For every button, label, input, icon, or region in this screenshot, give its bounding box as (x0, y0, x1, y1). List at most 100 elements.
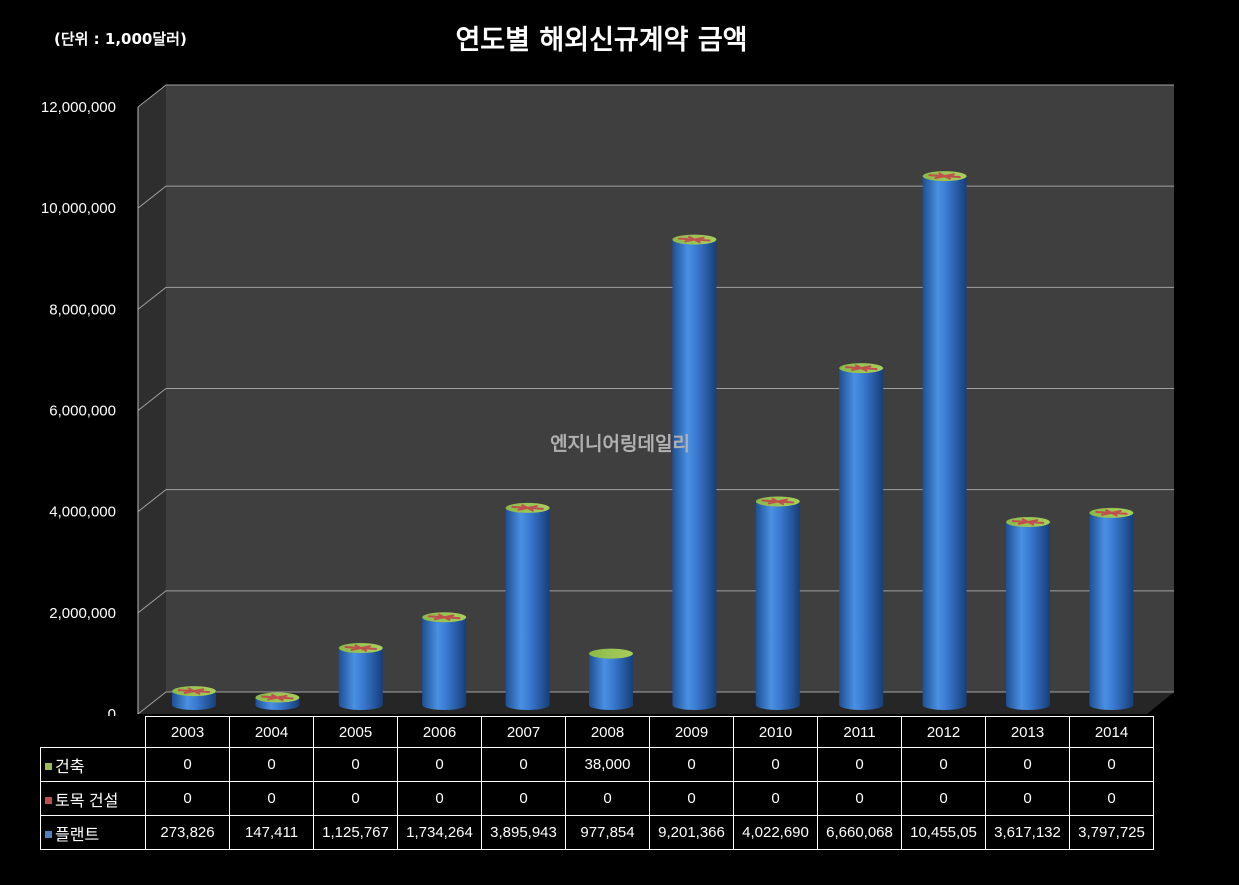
bars (172, 171, 1134, 710)
y-tick-label: 2,000,000 (49, 605, 116, 622)
x-tick-label: 2009 (649, 716, 734, 748)
floor (138, 692, 1174, 714)
bar-2010 (755, 496, 800, 710)
data-label: 0 (985, 781, 1070, 816)
table-row: 건축 0 0 0 0 0 38,000 0 0 0 0 0 0 (40, 747, 1154, 782)
data-label: 0 (733, 781, 818, 816)
data-label: 0 (397, 781, 482, 816)
data-label: 0 (901, 781, 986, 816)
bar-body (172, 691, 216, 710)
x-tick-label: 2010 (733, 716, 818, 748)
data-label: 10,455,05 (901, 815, 986, 850)
legend-entry: 토목 건설 (40, 781, 146, 816)
chart-title: 연도별 해외신규계약 금액 (455, 25, 748, 56)
table-row: 토목 건설 0 0 0 0 0 0 0 0 0 0 0 0 (40, 781, 1154, 816)
data-label: 1,734,264 (397, 815, 482, 850)
x-tick-label: 2011 (817, 716, 902, 748)
x-tick-label: 2005 (313, 716, 398, 748)
bar-body (755, 501, 800, 710)
gridline (137, 84, 1174, 108)
bar-cap-pattern (1011, 518, 1045, 526)
bar-body (338, 648, 383, 710)
bar-cap-pattern (511, 504, 544, 512)
watermark: 엔지니어링데일리 (550, 433, 690, 455)
data-label: 147,411 (229, 815, 314, 850)
data-label: 0 (985, 747, 1070, 782)
data-label: 0 (817, 781, 902, 816)
data-label: 0 (901, 747, 986, 782)
data-label: 4,022,690 (733, 815, 818, 850)
gridline (137, 185, 1174, 209)
bar-2006 (422, 612, 467, 710)
y-axis-ticks: 0 2,000,000 4,000,000 6,000,000 8,000,000 10,… (41, 99, 139, 716)
table-row: 플랜트 273,826 147,411 1,125,767 1,734,264 3,895… (40, 815, 1154, 850)
data-label: 1,125,767 (313, 815, 398, 850)
table-corner (41, 717, 146, 748)
gridline (137, 286, 1174, 310)
bar-cap-pattern (428, 613, 461, 622)
data-label: 0 (649, 781, 734, 816)
x-tick-label: 2006 (397, 716, 482, 748)
legend-key (45, 830, 52, 838)
x-tick-label: 2007 (481, 716, 566, 748)
legend-key (45, 796, 52, 804)
legend-entry: 플랜트 (40, 815, 146, 850)
data-table: 2003 2004 2005 2006 2007 2008 2009 2010 2011 2012… (40, 716, 1154, 850)
y-tick-label: 0 (108, 706, 116, 716)
bar-2012 (922, 171, 967, 710)
data-label: 0 (229, 781, 314, 816)
data-label: 0 (565, 781, 650, 816)
bar-cap-pattern (177, 687, 211, 696)
data-label: 273,826 (145, 815, 230, 850)
bar-cap-pattern (344, 644, 377, 652)
x-tick-label: 2012 (901, 716, 986, 748)
bar-cap-pattern (928, 172, 961, 181)
gridlines (137, 84, 1174, 715)
legend-entry: 건축 (40, 747, 146, 782)
data-label: 0 (733, 747, 818, 782)
bar-cap-pattern (678, 235, 711, 244)
bar-cap-pattern (1095, 509, 1128, 517)
y-tick-label: 12,000,000 (41, 99, 116, 116)
table-header-row: 2003 2004 2005 2006 2007 2008 2009 2010 2011 2012… (41, 716, 1154, 748)
bar-body (922, 176, 967, 710)
bar-body (589, 653, 633, 710)
y-tick-label: 4,000,000 (49, 504, 116, 521)
data-label: 3,617,132 (985, 815, 1070, 850)
chart-plot: 0 2,000,000 4,000,000 6,000,000 8,000,000 10,… (41, 84, 1174, 716)
bar-2008 (589, 648, 633, 710)
bar-cap-pattern (845, 364, 878, 373)
bar-2014 (1089, 507, 1134, 710)
bar-cap-pattern (261, 693, 294, 702)
data-label: 977,854 (565, 815, 650, 850)
x-tick-label: 2014 (1069, 716, 1154, 748)
data-label: 0 (481, 781, 566, 816)
bar-body (672, 239, 717, 710)
bar-2007 (505, 502, 550, 710)
data-label: 0 (145, 781, 230, 816)
bar-2004 (255, 692, 300, 710)
bar-2005 (338, 643, 383, 710)
bar-cap (589, 648, 633, 659)
data-label: 38,000 (565, 747, 650, 782)
legend-label: 토목 건설 (55, 792, 119, 810)
x-tick-label: 2013 (985, 716, 1070, 748)
data-label: 6,660,068 (817, 815, 902, 850)
bar-2011 (839, 363, 884, 710)
bar-2003 (172, 686, 216, 710)
data-label: 0 (481, 747, 566, 782)
data-label: 3,797,725 (1069, 815, 1154, 850)
x-tick-label: 2008 (565, 716, 650, 748)
data-label: 0 (817, 747, 902, 782)
y-tick-label: 8,000,000 (49, 301, 116, 318)
bar-body (1006, 522, 1050, 710)
data-label: 0 (313, 781, 398, 816)
bar-body (505, 507, 550, 710)
gridline (137, 590, 1174, 614)
bar-2009 (672, 234, 717, 710)
legend-label: 건축 (55, 758, 85, 776)
data-label: 0 (229, 747, 314, 782)
bar-cap-pattern (761, 497, 794, 506)
gridline (137, 388, 1174, 411)
y-tick-label: 10,000,000 (41, 200, 116, 217)
